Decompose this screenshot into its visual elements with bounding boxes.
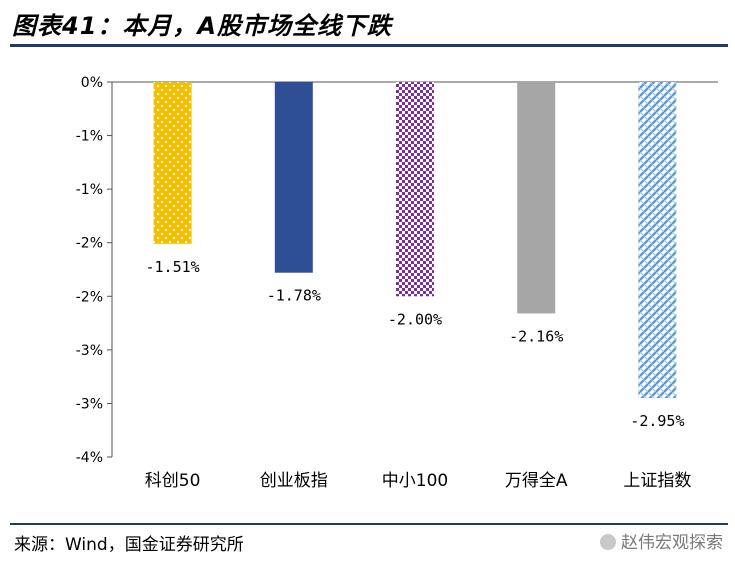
chart-title: 图表41：本月，A股市场全线下跌 (12, 12, 392, 40)
y-tick-label: -3% (76, 396, 103, 412)
y-tick-label: -1% (76, 182, 103, 198)
y-tick-label: -2% (76, 289, 103, 305)
y-tick-label: -2% (76, 236, 103, 252)
watermark-text: 赵伟宏观探索 (621, 533, 723, 553)
y-tick-label: 0% (81, 75, 103, 91)
y-tick-label: -1% (76, 129, 103, 145)
footer-rule (10, 523, 728, 525)
data-label: -2.95% (630, 412, 684, 430)
data-label: -1.51% (146, 258, 200, 276)
source-note: 来源：Wind，国金证券研究所 (14, 535, 244, 555)
bar (396, 82, 434, 297)
watermark: 赵伟宏观探索 (600, 528, 723, 553)
bar (274, 82, 313, 273)
bar (638, 82, 677, 399)
category-label: 中小100 (382, 471, 448, 491)
title-rule (10, 44, 728, 47)
bar (517, 82, 556, 314)
bar (153, 82, 192, 244)
category-label: 创业板指 (260, 471, 328, 491)
data-label: -2.16% (509, 327, 563, 345)
wechat-icon (600, 534, 616, 550)
category-label: 科创50 (145, 471, 201, 491)
data-label: -2.00% (388, 310, 442, 328)
y-tick-label: -4% (76, 450, 103, 466)
y-tick-label: -3% (76, 343, 103, 359)
data-label: -1.78% (267, 287, 321, 305)
category-label: 上证指数 (623, 471, 691, 491)
category-label: 万得全A (505, 471, 568, 491)
